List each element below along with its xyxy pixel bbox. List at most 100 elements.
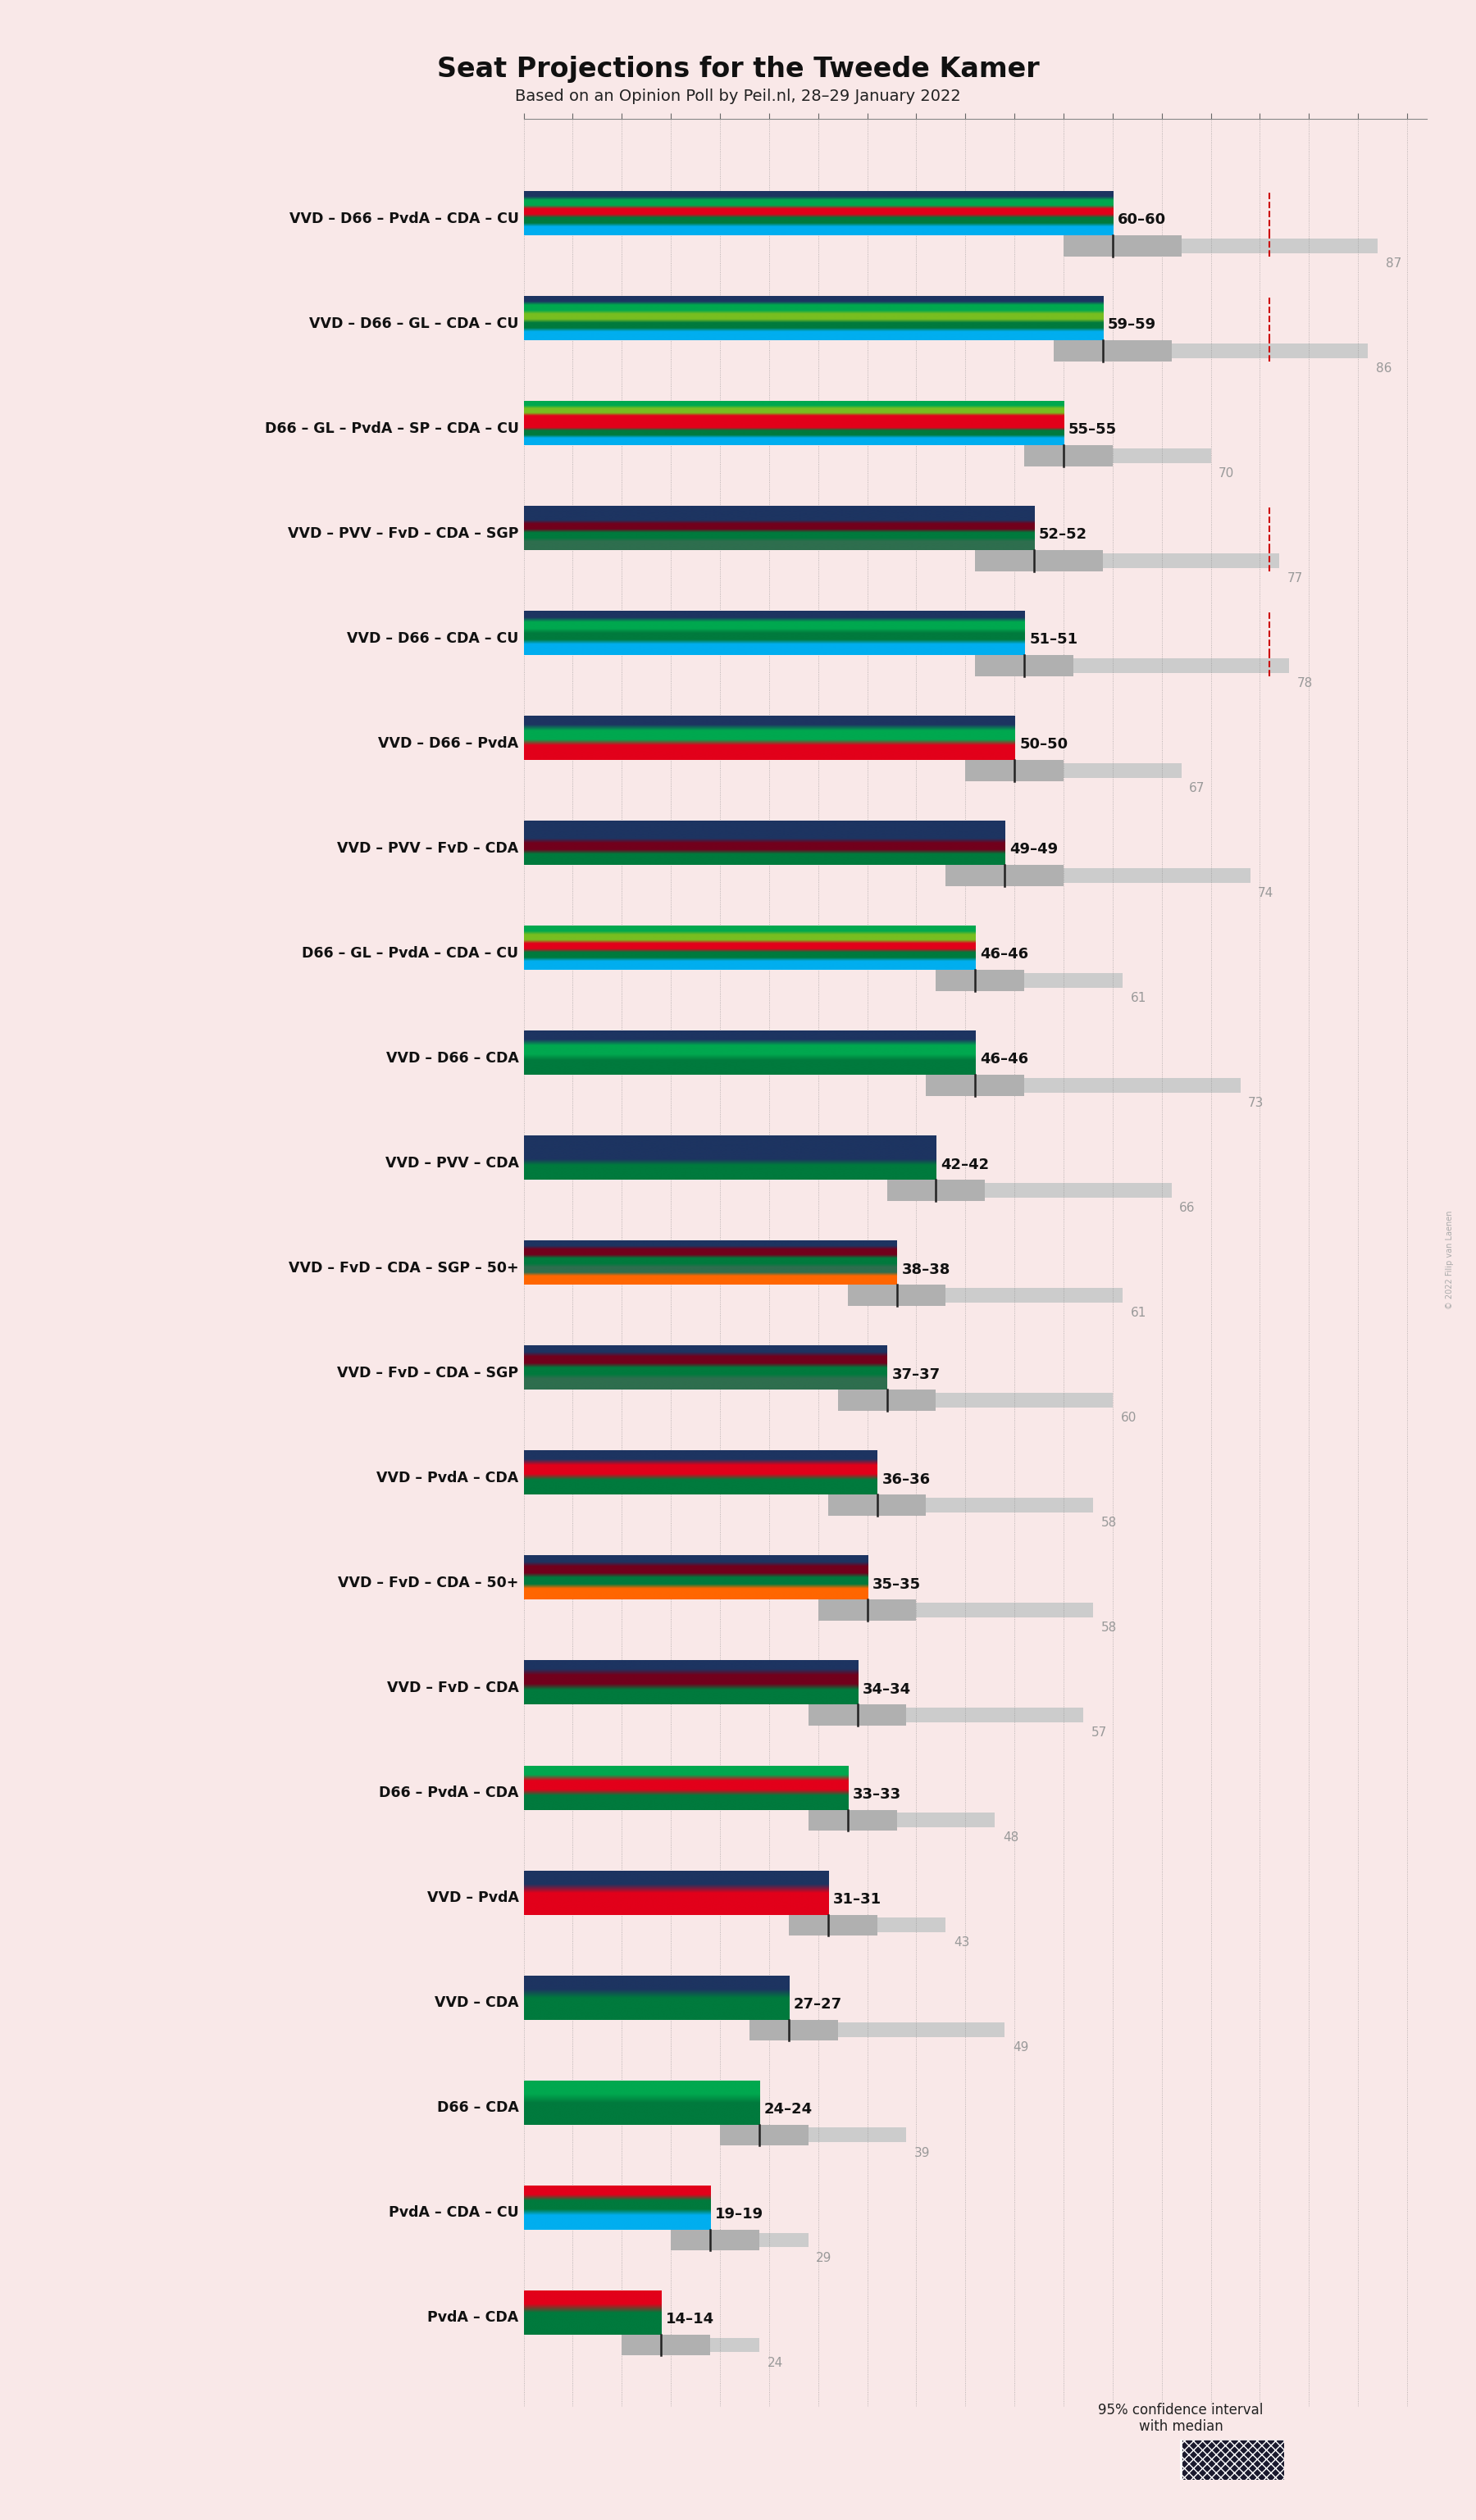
Text: 67: 67	[1190, 781, 1204, 794]
Text: D66 – GL – PvdA – CDA – CU: D66 – GL – PvdA – CDA – CU	[303, 945, 518, 960]
Text: PvdA – CDA: PvdA – CDA	[428, 2311, 518, 2326]
Text: 58: 58	[1101, 1623, 1117, 1633]
Text: 33–33: 33–33	[853, 1787, 900, 1802]
Text: D66 – CDA: D66 – CDA	[437, 2099, 518, 2114]
Bar	[1054, 340, 1172, 360]
Bar	[965, 761, 1064, 781]
Text: 31–31: 31–31	[832, 1893, 881, 1908]
Text: 48: 48	[1002, 1832, 1018, 1845]
Bar	[1024, 446, 1113, 466]
Text: 78: 78	[1297, 678, 1314, 690]
Text: 55–55: 55–55	[1069, 423, 1117, 436]
Text: 14–14: 14–14	[666, 2311, 714, 2326]
Text: VVD – FvD – CDA – SGP: VVD – FvD – CDA – SGP	[338, 1366, 518, 1381]
Bar	[828, 1494, 925, 1517]
Bar	[877, 1918, 946, 1933]
Text: 57: 57	[1091, 1726, 1107, 1739]
Bar	[976, 655, 1073, 675]
Bar	[672, 2230, 759, 2250]
Bar	[1181, 239, 1377, 252]
Text: 38–38: 38–38	[902, 1263, 951, 1278]
Text: 43: 43	[953, 1938, 970, 1948]
Bar	[936, 970, 1024, 990]
Text: 24: 24	[768, 2356, 782, 2369]
Text: VVD – PVV – CDA: VVD – PVV – CDA	[385, 1157, 518, 1169]
Text: 95% confidence interval
with median: 95% confidence interval with median	[1098, 2402, 1263, 2434]
Bar	[984, 1182, 1172, 1197]
Text: 86: 86	[1376, 363, 1392, 375]
Bar	[946, 864, 1064, 887]
Text: VVD – FvD – CDA – SGP – 50+: VVD – FvD – CDA – SGP – 50+	[289, 1260, 518, 1275]
Text: 52–52: 52–52	[1039, 527, 1088, 542]
Bar	[946, 1288, 1122, 1303]
Text: 61: 61	[1131, 993, 1147, 1005]
Text: PvdA – CDA – CU: PvdA – CDA – CU	[388, 2205, 518, 2220]
Text: Seat Projections for the Tweede Kamer: Seat Projections for the Tweede Kamer	[437, 55, 1039, 83]
Bar	[1064, 234, 1181, 257]
Text: VVD – PVV – FvD – CDA – SGP: VVD – PVV – FvD – CDA – SGP	[288, 527, 518, 542]
Text: VVD – PvdA – CDA: VVD – PvdA – CDA	[376, 1472, 518, 1484]
Text: 60–60: 60–60	[1117, 212, 1166, 227]
Text: 66: 66	[1179, 1202, 1196, 1215]
Bar	[1064, 869, 1250, 882]
Bar	[906, 1709, 1083, 1724]
Text: 87: 87	[1386, 257, 1401, 270]
Bar	[750, 2019, 838, 2041]
Text: VVD – D66 – GL – CDA – CU: VVD – D66 – GL – CDA – CU	[308, 315, 518, 330]
Text: 59–59: 59–59	[1108, 318, 1156, 333]
Text: VVD – FvD – CDA: VVD – FvD – CDA	[387, 1681, 518, 1696]
Bar	[809, 2127, 906, 2142]
Text: 39: 39	[914, 2147, 930, 2160]
Bar	[925, 1076, 1024, 1096]
Bar	[925, 1497, 1094, 1512]
Text: 29: 29	[816, 2250, 832, 2263]
Bar	[917, 1603, 1094, 1618]
Text: 51–51: 51–51	[1029, 633, 1077, 648]
Text: 35–35: 35–35	[872, 1578, 921, 1593]
Bar	[1024, 1079, 1240, 1094]
Text: © 2022 Filip van Laenen: © 2022 Filip van Laenen	[1445, 1210, 1454, 1310]
Bar	[897, 1812, 995, 1827]
Text: VVD – D66 – CDA – CU: VVD – D66 – CDA – CU	[347, 630, 518, 645]
Text: 77: 77	[1287, 572, 1303, 585]
Bar	[847, 1285, 946, 1305]
Bar	[759, 2233, 809, 2248]
Bar	[976, 549, 1103, 572]
Text: VVD – CDA: VVD – CDA	[434, 1996, 518, 2011]
Text: 36–36: 36–36	[883, 1472, 930, 1487]
Text: 61: 61	[1131, 1308, 1147, 1320]
Bar	[1181, 2439, 1284, 2480]
Bar	[621, 2334, 710, 2356]
Bar	[809, 1704, 906, 1726]
Bar	[1073, 658, 1290, 673]
Bar	[838, 2024, 1005, 2039]
Text: 74: 74	[1258, 887, 1274, 900]
Bar	[809, 1809, 897, 1830]
Bar	[720, 2124, 809, 2145]
Text: VVD – D66 – PvdA – CDA – CU: VVD – D66 – PvdA – CDA – CU	[289, 212, 518, 227]
Text: 42–42: 42–42	[940, 1157, 989, 1172]
Bar	[887, 1179, 984, 1202]
Text: VVD – PVV – FvD – CDA: VVD – PVV – FvD – CDA	[338, 842, 518, 857]
Text: VVD – FvD – CDA – 50+: VVD – FvD – CDA – 50+	[338, 1575, 518, 1590]
Text: VVD – PvdA: VVD – PvdA	[427, 1890, 518, 1905]
Text: 58: 58	[1101, 1517, 1117, 1530]
Text: D66 – PvdA – CDA: D66 – PvdA – CDA	[379, 1787, 518, 1799]
Text: 70: 70	[1219, 466, 1234, 479]
Text: D66 – GL – PvdA – SP – CDA – CU: D66 – GL – PvdA – SP – CDA – CU	[264, 421, 518, 436]
Text: 46–46: 46–46	[980, 948, 1029, 963]
Text: 19–19: 19–19	[714, 2208, 763, 2223]
Text: 37–37: 37–37	[892, 1366, 940, 1381]
Bar	[1113, 449, 1210, 464]
Text: 60: 60	[1120, 1411, 1137, 1424]
Text: 46–46: 46–46	[980, 1053, 1029, 1066]
Text: 50–50: 50–50	[1020, 738, 1067, 751]
Text: Based on an Opinion Poll by Peil.nl, 28–29 January 2022: Based on an Opinion Poll by Peil.nl, 28–…	[515, 88, 961, 103]
Text: VVD – D66 – CDA: VVD – D66 – CDA	[387, 1051, 518, 1066]
Text: 73: 73	[1249, 1096, 1263, 1109]
Text: 49–49: 49–49	[1010, 842, 1058, 857]
Text: 27–27: 27–27	[794, 1996, 843, 2011]
Text: VVD – D66 – PvdA: VVD – D66 – PvdA	[378, 736, 518, 751]
Bar	[1172, 343, 1368, 358]
Bar	[838, 1391, 936, 1411]
